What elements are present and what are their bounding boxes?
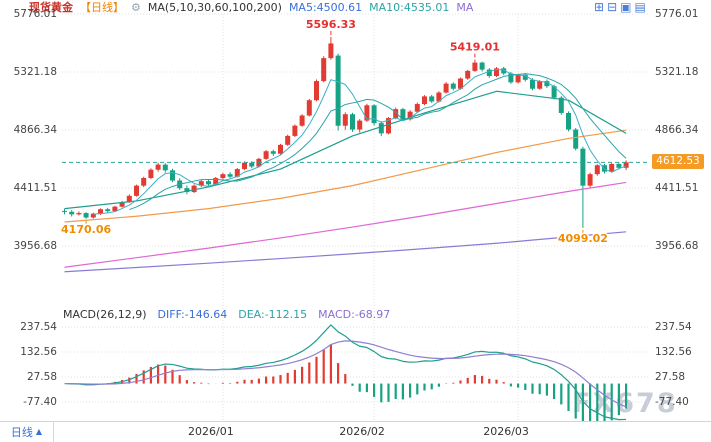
macd-axis-label-left: 27.58: [26, 371, 57, 383]
macd-axis-label-right: 27.58: [655, 371, 686, 383]
y-axis-label-right: 5321.18: [655, 66, 699, 78]
y-axis-label-left: 4411.51: [13, 182, 57, 194]
macd-layer: [64, 324, 628, 421]
indicator-panel-icon[interactable]: ▤: [634, 0, 646, 14]
y-axis-label-left: 5321.18: [13, 66, 57, 78]
price-annotation: 5596.33: [306, 18, 356, 31]
macd-axis-label-left: 132.56: [20, 346, 57, 358]
ma5-value-label: MA5:4500.61: [288, 1, 363, 14]
period-label: 日线: [10, 426, 33, 439]
macd-axis-label-right: 237.54: [655, 321, 692, 333]
dea-line: [64, 340, 627, 408]
fullscreen-icon[interactable]: ▣: [620, 0, 632, 14]
ma100-line: [64, 181, 627, 268]
y-axis-label-right: 3956.68: [655, 240, 699, 252]
symbol-name: 现货黄金: [29, 1, 73, 14]
zoom-in-icon[interactable]: ⊞: [594, 0, 605, 14]
dea-value-label: DEA:-112.15: [238, 308, 308, 321]
ma10-line: [129, 73, 627, 211]
macd-value-label: MACD:-68.97: [318, 308, 391, 321]
y-axis-label-right: 4866.34: [655, 124, 699, 136]
ma30-value-label-truncated: MA: [456, 1, 474, 14]
diff-value-label: DIFF:-146.64: [157, 308, 228, 321]
x-axis-label: 2026/01: [188, 425, 234, 438]
y-axis-label-right: 5776.01: [655, 8, 699, 20]
x-axis-label: 2026/02: [339, 425, 385, 438]
macd-axis-label-left: -77.40: [23, 396, 57, 408]
price-annotation: 5419.01: [450, 41, 500, 54]
ma200-line: [64, 231, 627, 273]
window-controls: ⊞ ⊟ ▣ ▤: [594, 1, 646, 14]
y-axis-label-left: 4866.34: [13, 124, 57, 136]
period-tag: 【日线】: [80, 1, 124, 14]
ma10-value-label: MA10:4535.01: [369, 1, 450, 14]
candlestick-layer: [62, 36, 629, 273]
macd-params-label: MACD(26,12,9): [63, 308, 147, 321]
bottom-bar: 日线 ▲: [0, 421, 711, 442]
macd-axis-label-right: 132.56: [655, 346, 692, 358]
macd-axis-label-right: -77.40: [655, 396, 689, 408]
zoom-out-icon[interactable]: ⊟: [607, 0, 618, 14]
y-axis-label-left: 3956.68: [13, 240, 57, 252]
ma30-line: [64, 90, 627, 210]
caret-up-icon: ▲: [35, 427, 43, 436]
y-axis-label-left: 5776.01: [13, 8, 57, 20]
indicator-settings-icon[interactable]: ⚙: [131, 1, 141, 14]
x-axis-label: 2026/03: [483, 425, 529, 438]
chart-header: 现货黄金 【日线】 ⚙ MA(5,10,30,60,100,200) MA5:4…: [29, 1, 473, 14]
ma5-line: [93, 68, 627, 215]
price-annotation: 4170.06: [61, 223, 111, 236]
y-axis-label-right: 4411.51: [655, 182, 699, 194]
ma60-line: [64, 129, 627, 223]
diff-line: [64, 324, 627, 421]
ma-params-label: MA(5,10,30,60,100,200): [147, 1, 282, 14]
price-annotation: 4099.02: [558, 232, 608, 245]
macd-header: MACD(26,12,9) DIFF:-146.64 DEA:-112.15 M…: [63, 308, 390, 321]
current-price-badge: 4612.53: [652, 154, 704, 170]
period-selector-button[interactable]: 日线 ▲: [0, 422, 54, 442]
macd-axis-label-left: 237.54: [20, 321, 57, 333]
